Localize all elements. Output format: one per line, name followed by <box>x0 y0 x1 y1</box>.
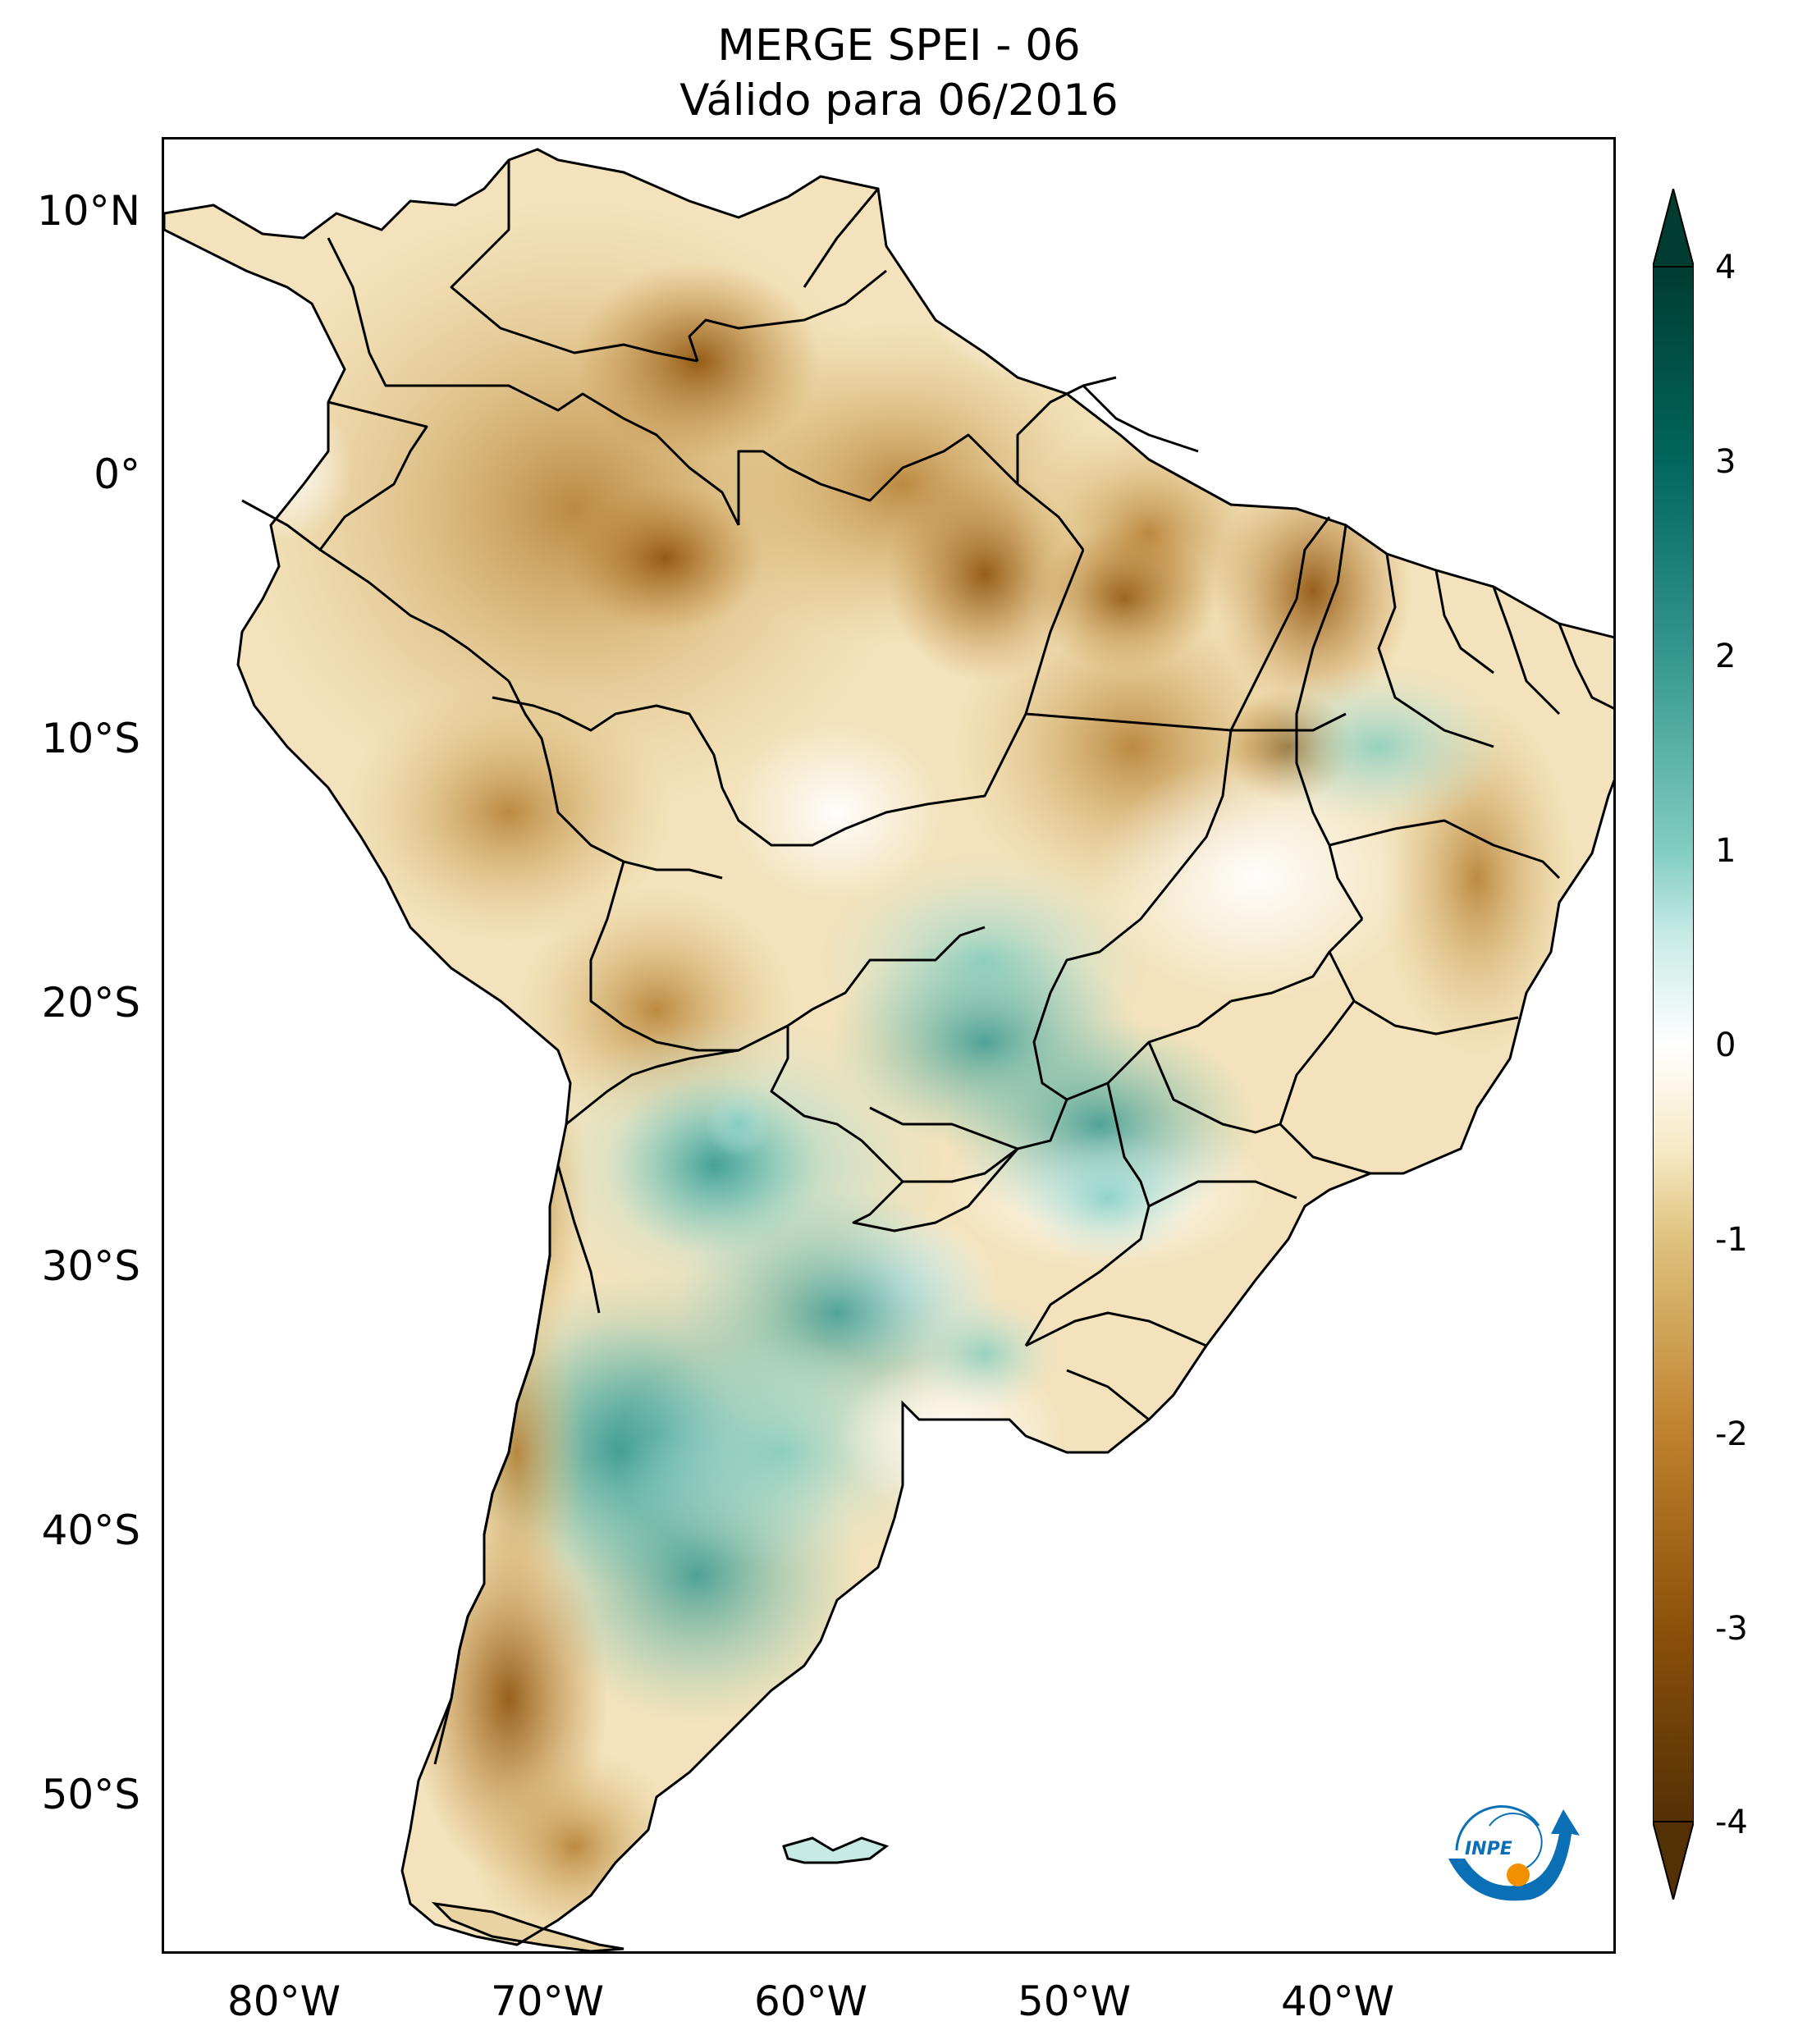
colorbar-tick-4: 4 <box>1715 249 1736 286</box>
map-title: MERGE SPEI - 06 <box>717 21 1081 71</box>
lon-label-50w: 50°W <box>1018 1978 1132 2025</box>
lon-label-70w: 70°W <box>491 1978 605 2025</box>
lat-label-30s: 30°S <box>41 1242 140 1290</box>
map-panel <box>162 137 1616 1954</box>
logo-text: INPE <box>1465 1839 1512 1859</box>
colorbar-tick-neg1: -1 <box>1715 1221 1748 1259</box>
colorbar-tick-3: 3 <box>1715 443 1736 481</box>
lat-label-20s: 20°S <box>41 979 140 1027</box>
political-borders <box>241 160 1613 1765</box>
lon-label-80w: 80°W <box>227 1978 341 2025</box>
south-america-map <box>164 148 1613 1951</box>
colorbar-tick-neg3: -3 <box>1715 1610 1748 1648</box>
lat-label-0: 0° <box>94 450 140 498</box>
colorbar-tick-1: 1 <box>1715 832 1736 870</box>
colorbar-tick-neg2: -2 <box>1715 1415 1748 1453</box>
spei-field <box>164 149 1613 1945</box>
colorbar <box>1653 189 1694 1900</box>
lon-label-60w: 60°W <box>754 1978 868 2025</box>
inpe-logo: INPE <box>1448 1805 1580 1901</box>
colorbar-tick-2: 2 <box>1715 638 1736 675</box>
colorbar-tick-neg4: -4 <box>1715 1804 1748 1841</box>
lon-label-40w: 40°W <box>1281 1978 1395 2025</box>
map-subtitle: Válido para 06/2016 <box>679 75 1119 126</box>
lat-label-50s: 50°S <box>41 1771 140 1818</box>
colorbar-tick-0: 0 <box>1715 1027 1736 1064</box>
lat-label-10n: 10°N <box>36 187 140 235</box>
lat-label-40s: 40°S <box>41 1507 140 1554</box>
lat-label-10s: 10°S <box>41 715 140 762</box>
